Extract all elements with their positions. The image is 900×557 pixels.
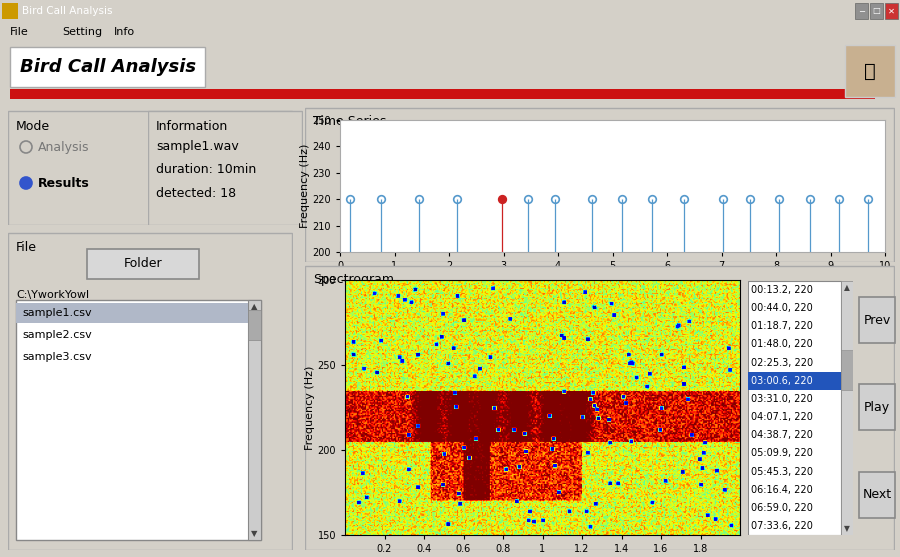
Text: Setting: Setting [62, 27, 102, 37]
Text: Play: Play [864, 400, 890, 413]
Text: C:\YworkYowl: C:\YworkYowl [16, 290, 89, 300]
Text: sample1.csv: sample1.csv [22, 308, 92, 318]
Text: Results: Results [38, 177, 90, 189]
Bar [841, 281, 853, 535]
Y-axis label: Frequency (Hz): Frequency (Hz) [300, 144, 310, 228]
Text: 06:59.0, 220: 06:59.0, 220 [751, 503, 813, 513]
Text: Mode: Mode [16, 120, 50, 133]
Text: duration: 10min: duration: 10min [156, 163, 256, 176]
Text: sample1.wav: sample1.wav [156, 140, 238, 153]
Bar [248, 310, 261, 340]
Text: Next: Next [862, 488, 892, 501]
Bar [16, 303, 248, 323]
Text: 03:31.0, 220: 03:31.0, 220 [751, 394, 813, 404]
Bar [10, 89, 875, 99]
Text: ▼: ▼ [251, 529, 257, 538]
Text: ▼: ▼ [844, 524, 850, 533]
Text: Spectrogram: Spectrogram [313, 273, 394, 286]
Text: detected: 18: detected: 18 [156, 187, 236, 200]
Bar [855, 3, 868, 19]
Text: 04:07.1, 220: 04:07.1, 220 [751, 412, 813, 422]
Bar [870, 3, 883, 19]
Text: 05:45.3, 220: 05:45.3, 220 [751, 467, 813, 476]
Text: 04:38.7, 220: 04:38.7, 220 [751, 430, 813, 440]
Text: sample3.csv: sample3.csv [22, 352, 92, 362]
FancyBboxPatch shape [87, 249, 199, 279]
Text: ✕: ✕ [888, 7, 895, 16]
Text: Bird Call Analysis: Bird Call Analysis [20, 58, 196, 76]
Text: File: File [16, 241, 37, 254]
Text: sample2.csv: sample2.csv [22, 330, 92, 340]
Bar [10, 47, 205, 87]
Text: Information: Information [156, 120, 229, 133]
Bar [885, 3, 898, 19]
Text: ─: ─ [859, 7, 864, 16]
Bar [248, 300, 261, 540]
Text: 05:09.9, 220: 05:09.9, 220 [751, 448, 813, 458]
Text: □: □ [873, 7, 880, 16]
Text: Info: Info [114, 27, 135, 37]
Text: 01:48.0, 220: 01:48.0, 220 [751, 340, 813, 349]
Text: File: File [10, 27, 29, 37]
Text: 🦉: 🦉 [864, 61, 876, 81]
Text: 06:16.4, 220: 06:16.4, 220 [751, 485, 813, 495]
Text: ▲: ▲ [251, 302, 257, 311]
Text: Time Series: Time Series [313, 115, 386, 128]
Text: 00:13.2, 220: 00:13.2, 220 [751, 285, 813, 295]
Text: 01:18.7, 220: 01:18.7, 220 [751, 321, 813, 331]
Text: 07:33.6, 220: 07:33.6, 220 [751, 521, 813, 531]
Text: ▲: ▲ [844, 283, 850, 292]
Y-axis label: Frequency (Hz): Frequency (Hz) [304, 365, 315, 449]
Text: Prev: Prev [863, 314, 891, 326]
Text: Bird Call Analysis: Bird Call Analysis [22, 6, 112, 16]
FancyBboxPatch shape [859, 384, 895, 430]
Text: Folder: Folder [123, 257, 162, 271]
FancyBboxPatch shape [859, 297, 895, 343]
Bar [748, 281, 841, 535]
Bar [845, 45, 895, 97]
Text: 03:00.6, 220: 03:00.6, 220 [751, 376, 813, 386]
Text: 02:25.3, 220: 02:25.3, 220 [751, 358, 813, 368]
Bar [16, 300, 261, 540]
Circle shape [20, 177, 32, 189]
X-axis label: Time (min): Time (min) [582, 274, 643, 284]
Text: Analysis: Analysis [38, 140, 89, 154]
Bar [2, 3, 18, 19]
Bar [841, 350, 853, 390]
Text: 00:44.0, 220: 00:44.0, 220 [751, 303, 813, 313]
Bar [748, 372, 841, 390]
FancyBboxPatch shape [859, 472, 895, 518]
